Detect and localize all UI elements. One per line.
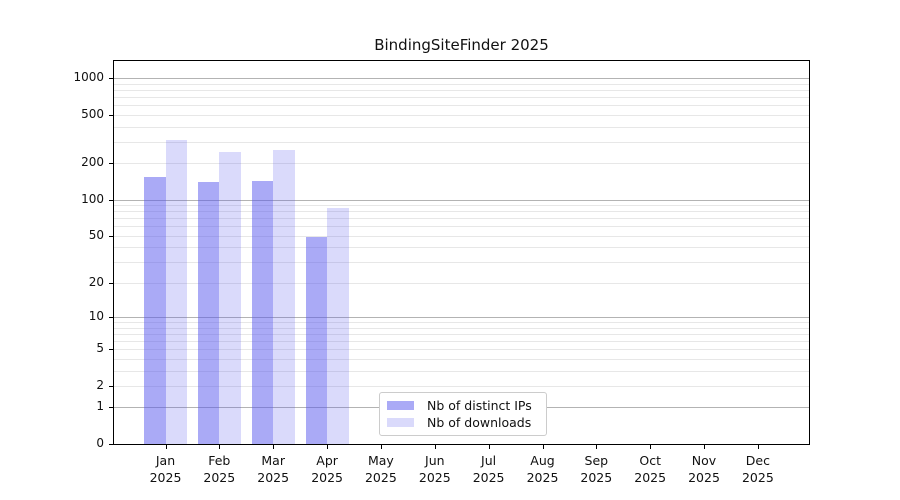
gridline-minor <box>114 218 809 220</box>
gridline-minor <box>114 83 809 85</box>
legend-item-distinct-ips: Nb of distinct IPs <box>380 397 546 414</box>
x-tick-label: Jun 2025 <box>418 453 451 485</box>
gridline-minor <box>114 105 809 107</box>
x-tick-mark <box>542 445 544 449</box>
y-tick-label: 10 <box>88 309 104 324</box>
gridline-minor <box>114 385 809 387</box>
gridline-minor <box>114 205 809 207</box>
x-tick-label: Feb 2025 <box>203 453 236 485</box>
y-tick-label: 2 <box>96 377 104 392</box>
gridline-minor <box>114 333 809 335</box>
legend-swatch-downloads <box>387 418 414 427</box>
x-tick-label: Sep 2025 <box>580 453 613 485</box>
bar-distinct-ips-feb <box>197 182 220 444</box>
x-tick-label: Aug 2025 <box>526 453 559 485</box>
gridline-minor <box>114 226 809 228</box>
gridline-major <box>114 199 809 201</box>
gridline-minor <box>114 126 809 128</box>
chart-title: BindingSiteFinder 2025 <box>374 36 549 54</box>
x-tick-mark <box>650 445 652 449</box>
bar-distinct-ips-apr <box>305 236 328 444</box>
plot-area: Nb of distinct IPs Nb of downloads <box>113 60 810 445</box>
legend-label-downloads: Nb of downloads <box>427 415 532 430</box>
x-tick-mark <box>273 445 275 449</box>
y-tick-label: 500 <box>81 106 104 121</box>
legend-label-distinct-ips: Nb of distinct IPs <box>427 398 532 413</box>
gridline-minor <box>114 163 809 165</box>
y-tick-label: 5 <box>96 341 104 356</box>
x-tick-label: Jan 2025 <box>149 453 182 485</box>
gridline-minor <box>114 141 809 143</box>
gridline-minor <box>114 327 809 329</box>
gridline-minor <box>114 247 809 249</box>
y-tick-label: 100 <box>81 191 104 206</box>
gridline-minor <box>114 349 809 351</box>
x-tick-mark <box>380 445 382 449</box>
gridline-minor <box>114 97 809 99</box>
y-tick-label: 1000 <box>73 70 104 85</box>
x-tick-label: Mar 2025 <box>257 453 290 485</box>
bar-downloads-apr <box>327 208 349 444</box>
x-tick-mark <box>704 445 705 449</box>
gridline-major <box>114 317 809 319</box>
y-tick-label: 20 <box>88 274 104 289</box>
bar-downloads-feb <box>219 152 241 444</box>
x-tick-label: Dec 2025 <box>741 453 774 485</box>
x-tick-mark <box>327 445 329 449</box>
gridline-minor <box>114 262 809 264</box>
y-tick-label: 200 <box>81 155 104 170</box>
x-tick-mark <box>757 445 759 449</box>
gridline-minor <box>114 370 809 372</box>
y-tick-label: 50 <box>88 227 104 242</box>
gridline-minor <box>114 90 809 91</box>
x-tick-mark <box>596 445 598 449</box>
x-tick-mark <box>434 445 436 449</box>
gridline-minor <box>114 235 809 237</box>
bar-distinct-ips-mar <box>251 180 274 444</box>
gridline-minor <box>114 282 809 284</box>
x-tick-mark <box>219 445 221 449</box>
legend: Nb of distinct IPs Nb of downloads <box>379 392 547 436</box>
legend-item-downloads: Nb of downloads <box>380 414 546 431</box>
legend-swatch-distinct-ips <box>387 401 414 410</box>
gridline-minor <box>114 114 809 116</box>
y-tick-label: 1 <box>96 399 104 414</box>
x-tick-label: Nov 2025 <box>688 453 720 485</box>
bar-distinct-ips-jan <box>144 176 166 444</box>
bar-downloads-jan <box>165 140 187 444</box>
x-tick-mark <box>488 445 490 449</box>
x-tick-label: Apr 2025 <box>311 453 343 485</box>
gridline-major <box>114 78 809 80</box>
x-tick-label: Jul 2025 <box>472 453 505 485</box>
gridline-minor <box>114 211 809 213</box>
bar-downloads-mar <box>273 150 295 444</box>
gridline-minor <box>114 358 809 360</box>
y-tick-label: 0 <box>96 436 104 450</box>
x-tick-label: May 2025 <box>364 453 397 485</box>
x-tick-label: Oct 2025 <box>634 453 667 485</box>
x-tick-mark <box>165 445 167 449</box>
gridline-minor <box>114 322 809 324</box>
gridline-minor <box>114 341 809 342</box>
